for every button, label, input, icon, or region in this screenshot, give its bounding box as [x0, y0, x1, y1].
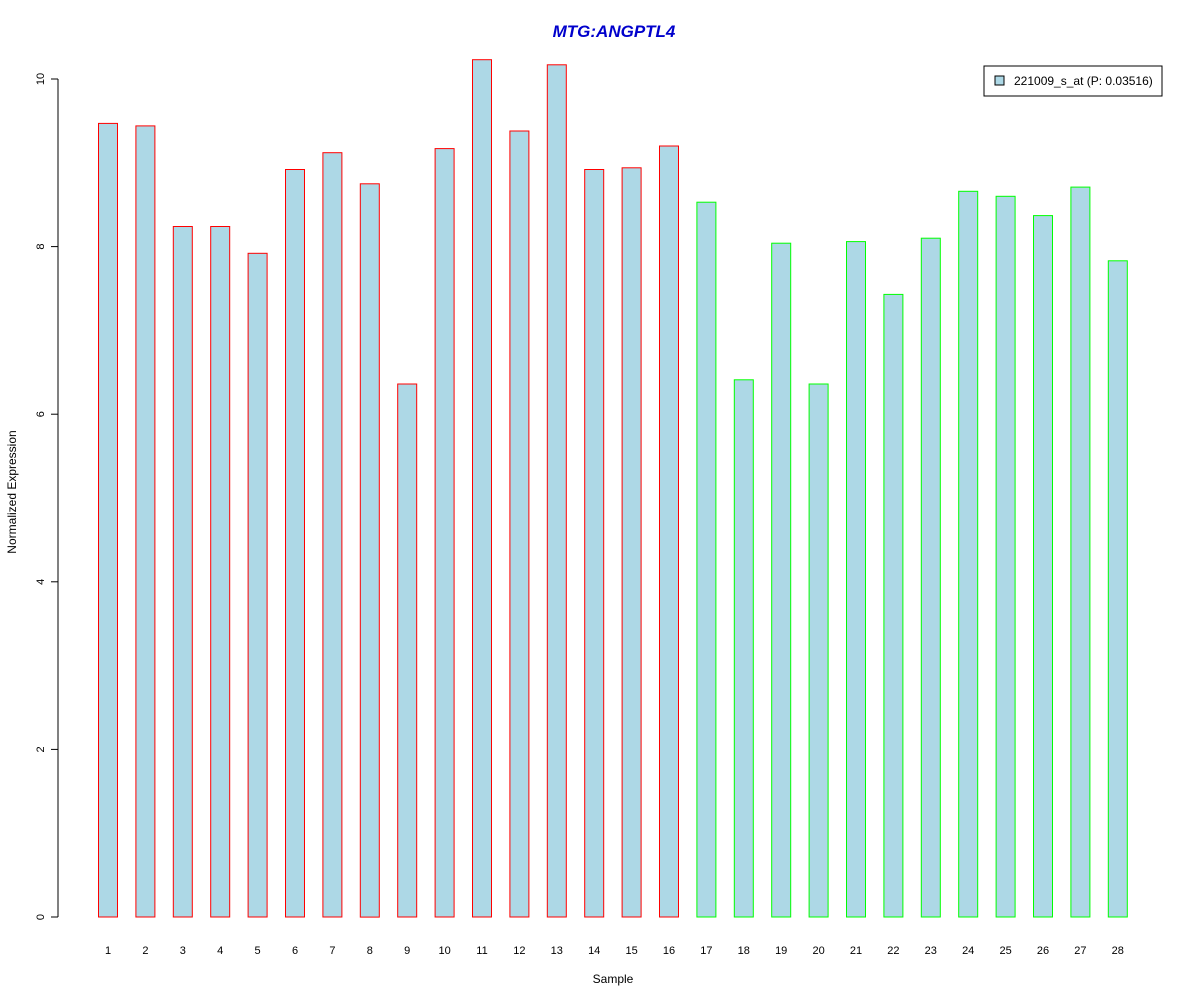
x-tick-label: 24	[962, 945, 974, 957]
x-tick-label: 25	[999, 945, 1011, 957]
bar-sample-24	[958, 190, 979, 918]
bars	[98, 59, 1128, 918]
x-tick-labels: 1 2 3 4 5 6 7 8 9 10 11 12 13 14 15 16 17 18 19 20 21 22 23 24 2…	[105, 945, 1124, 957]
y-tick-label: 4	[35, 579, 47, 585]
y-tick-label: 6	[35, 411, 47, 417]
x-tick-label: 19	[775, 945, 787, 957]
x-tick-label: 17	[700, 945, 712, 957]
y-tick-label: 0	[35, 914, 47, 920]
x-tick-label: 14	[588, 945, 600, 957]
x-tick-label: 9	[404, 945, 410, 957]
bar-sample-25	[995, 195, 1016, 918]
bar-sample-15	[621, 167, 642, 918]
bar-sample-16	[659, 145, 679, 918]
bar-sample-28	[1107, 260, 1128, 918]
bar-sample-1	[98, 122, 118, 918]
legend-label: 221009_s_at (P: 0.03516)	[1014, 74, 1153, 88]
x-tick-label: 5	[255, 945, 261, 957]
x-tick-label: 12	[513, 945, 525, 957]
bar-sample-8	[359, 183, 380, 918]
legend: 221009_s_at (P: 0.03516)	[983, 65, 1163, 97]
x-tick-label: 21	[850, 945, 862, 957]
x-axis-label: Sample	[593, 972, 634, 986]
bar-sample-21	[846, 241, 866, 918]
x-tick-label: 20	[812, 945, 824, 957]
bar-sample-5	[247, 252, 268, 918]
bar-sample-10	[434, 148, 455, 918]
x-tick-label: 13	[551, 945, 563, 957]
bar-sample-7	[322, 152, 343, 918]
x-tick-label: 11	[476, 945, 487, 957]
legend-box	[983, 65, 1163, 97]
bar-sample-13	[546, 64, 567, 918]
x-tick-label: 2	[142, 945, 148, 957]
bar-sample-14	[584, 169, 605, 918]
bar-sample-22	[883, 293, 904, 918]
x-tick-label: 4	[217, 945, 223, 957]
bar-sample-4	[210, 226, 231, 918]
x-tick-label: 7	[329, 945, 335, 957]
y-tick-label: 10	[35, 73, 47, 85]
bar-sample-20	[808, 383, 829, 918]
bar-sample-18	[733, 379, 754, 918]
x-tick-label: 26	[1037, 945, 1049, 957]
x-tick-label: 22	[887, 945, 899, 957]
x-tick-label: 18	[738, 945, 750, 957]
bar-sample-27	[1070, 186, 1091, 918]
bar-sample-6	[285, 169, 305, 918]
x-tick-label: 28	[1112, 945, 1124, 957]
bar-sample-12	[509, 130, 530, 918]
bar-sample-9	[397, 383, 418, 918]
bar-sample-26	[1033, 215, 1053, 918]
x-tick-label: 27	[1074, 945, 1086, 957]
bar-sample-19	[771, 242, 792, 918]
bar-sample-23	[920, 237, 941, 918]
y-tick-label: 8	[35, 244, 47, 250]
x-tick-label: 10	[438, 945, 450, 957]
x-tick-label: 15	[625, 945, 637, 957]
x-tick-label: 3	[180, 945, 186, 957]
y-tick-label: 2	[35, 746, 47, 752]
legend-swatch	[994, 75, 1005, 86]
y-axis-label: Normalized Expression	[5, 430, 19, 553]
y-ticks: 0 2 4 6 8 10	[35, 73, 58, 920]
x-tick-label: 8	[367, 945, 373, 957]
bar-sample-11	[472, 59, 492, 918]
x-tick-label: 16	[663, 945, 675, 957]
x-tick-label: 23	[925, 945, 937, 957]
chart-title: MTG:ANGPTL4	[553, 22, 676, 41]
x-tick-label: 1	[105, 945, 111, 957]
bar-sample-17	[696, 201, 717, 918]
x-tick-label: 6	[292, 945, 298, 957]
bar-sample-3	[172, 226, 193, 918]
bar-sample-2	[135, 125, 156, 918]
